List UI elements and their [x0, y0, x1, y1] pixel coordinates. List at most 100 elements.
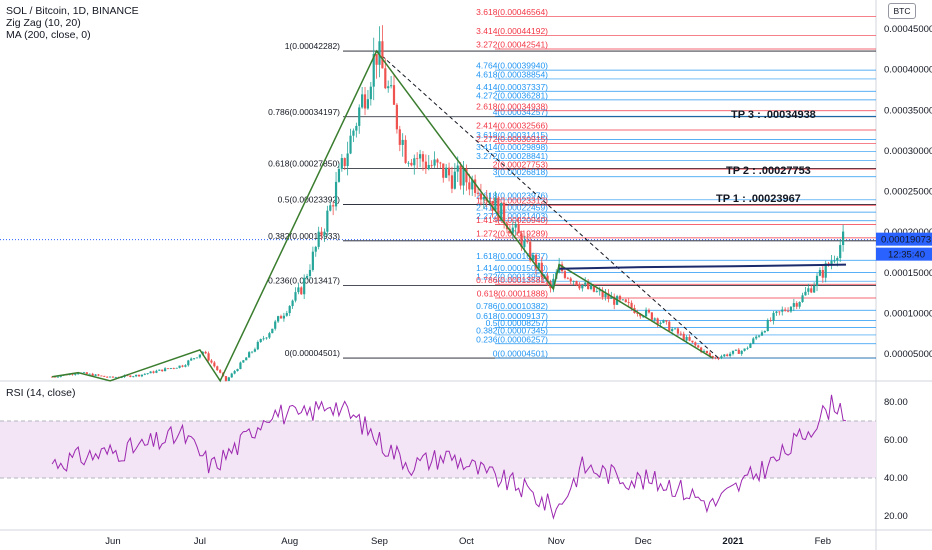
candle-body	[804, 291, 807, 296]
candle-body	[676, 328, 680, 334]
fib-extension-label: 0.786(0.00013581)	[476, 275, 548, 285]
candle-body	[424, 161, 427, 170]
candle-body	[462, 168, 465, 186]
candle-body	[763, 331, 766, 333]
candle-body	[644, 309, 648, 317]
candle-body	[224, 376, 228, 381]
candle-body	[204, 351, 207, 354]
candle-body	[323, 231, 326, 236]
candle-body	[297, 287, 300, 293]
time-axis-tick: Feb	[815, 536, 831, 547]
fib-retracement-label: 0.382(0.00018933)	[268, 231, 340, 241]
candle-body	[601, 290, 604, 297]
candle-body	[705, 350, 709, 354]
candle-body	[395, 104, 398, 130]
candle-body	[500, 202, 503, 221]
candle-body	[497, 197, 500, 221]
time-axis-tick: Dec	[635, 536, 652, 547]
candle-body	[358, 107, 361, 126]
price-axis-tick: 0.00030000	[884, 146, 932, 157]
rsi-axis-tick: 20.00	[884, 511, 908, 522]
candle-body	[137, 374, 141, 377]
candle-body	[621, 299, 624, 301]
candle-body	[595, 291, 598, 292]
candle-body	[488, 200, 491, 202]
time-axis-tick: Nov	[548, 536, 565, 547]
fib-extension-label: 2.618(0.00034938)	[476, 101, 548, 111]
candle-body	[233, 371, 236, 374]
candle-body	[810, 288, 813, 293]
price-axis-tick: 0.00045000	[884, 24, 932, 35]
fib-extension-label: 4.618(0.00038854)	[476, 69, 548, 79]
candle-body	[140, 374, 144, 377]
candle-body	[520, 233, 523, 248]
candle-body	[650, 312, 653, 320]
candle-body	[398, 129, 401, 145]
candle-body	[94, 374, 97, 376]
candle-body	[230, 373, 233, 378]
fib-extension-label: 0(0.00004501)	[493, 349, 548, 359]
candle-body	[401, 139, 404, 145]
candle-body	[682, 333, 685, 341]
candle-body	[647, 309, 651, 313]
candle-body	[624, 299, 627, 303]
candle-body	[259, 339, 262, 343]
chart-legend: SOL / Bitcoin, 1D, BINANCE Zig Zag (10, …	[6, 5, 139, 41]
candle-body	[523, 240, 526, 248]
candle-body	[82, 372, 86, 374]
candle-body	[778, 311, 781, 313]
candle-body	[74, 374, 77, 375]
rsi-title[interactable]: RSI (14, close)	[6, 387, 76, 399]
candle-body	[305, 276, 309, 278]
candle-body	[673, 328, 677, 330]
ma-200-line	[559, 263, 847, 270]
candle-body	[749, 343, 752, 348]
candle-body	[775, 311, 778, 313]
candle-body	[132, 376, 135, 378]
candle-body	[697, 345, 700, 348]
candle-body	[688, 336, 691, 341]
candle-body	[442, 163, 445, 178]
ma-indicator-label[interactable]: MA (200, close, 0)	[6, 29, 91, 41]
candle-body	[56, 376, 59, 378]
candle-body	[746, 347, 749, 349]
candle-body	[842, 231, 845, 246]
candle-body	[413, 158, 416, 166]
candle-body	[285, 313, 288, 316]
fib-extension-label: 1.272(0.00013959)	[476, 272, 548, 282]
candle-body	[114, 377, 117, 378]
price-axis-tick: 0.00010000	[884, 308, 932, 319]
candle-body	[161, 369, 164, 372]
fib-retracement-label: 0.618(0.00027850)	[268, 158, 340, 168]
candle-body	[653, 318, 656, 320]
candle-body	[720, 356, 723, 359]
candle-body	[801, 295, 804, 303]
candle-body	[821, 270, 824, 278]
candle-body	[546, 275, 549, 282]
candle-body	[517, 223, 520, 234]
candle-body	[752, 338, 755, 344]
candle-body	[384, 68, 387, 89]
price-tag	[876, 232, 932, 246]
candle-body	[636, 313, 639, 314]
rsi-legend: RSI (14, close)	[6, 387, 75, 399]
candle-body	[581, 284, 584, 289]
candle-body	[242, 360, 245, 363]
zigzag-line	[51, 49, 714, 383]
candle-body	[566, 277, 569, 279]
candle-body	[279, 316, 283, 319]
currency-badge[interactable]: BTC	[888, 3, 916, 19]
candle-body	[430, 164, 433, 166]
candle-body	[85, 372, 88, 374]
candle-body	[587, 282, 590, 289]
candle-body	[578, 285, 581, 289]
candle-body	[792, 303, 795, 307]
candle-body	[540, 262, 543, 278]
zigzag-indicator-label[interactable]: Zig Zag (10, 20)	[6, 17, 81, 29]
candle-body	[494, 197, 497, 211]
candle-body	[108, 376, 112, 378]
fib-extension-label: 4(0.00034257)	[493, 107, 548, 117]
candle-body	[482, 197, 485, 200]
candle-body	[685, 336, 688, 341]
candle-body	[129, 375, 132, 377]
